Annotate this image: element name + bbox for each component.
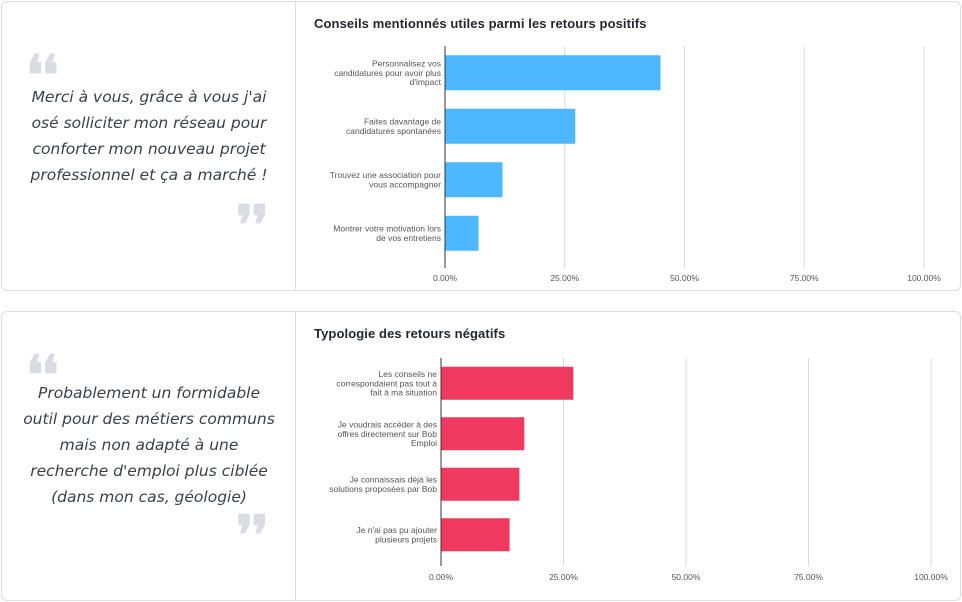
bar <box>445 215 479 251</box>
feedback-card-positive: ❛❛ Merci à vous, grâce à vous j'ai osé s… <box>1 1 961 291</box>
x-tick-label: 75.00% <box>790 273 819 283</box>
chart-panel: Conseils mentionnés utiles parmi les ret… <box>297 2 960 290</box>
category-label: Je n'ai pas pu ajouter plusieurs projets <box>356 525 437 544</box>
bar <box>441 366 574 400</box>
x-tick-label: 100.00% <box>914 572 948 582</box>
x-tick-label: 100.00% <box>907 273 941 283</box>
category-label: Montrer votre motivation lors de vos entr… <box>333 224 441 243</box>
testimonial-text: Merci à vous, grâce à vous j'ai osé soll… <box>30 88 268 184</box>
x-tick-label: 0.00% <box>429 572 454 582</box>
bar <box>441 467 520 501</box>
x-tick-label: 0.00% <box>433 273 458 283</box>
x-tick-label: 25.00% <box>550 273 579 283</box>
close-quote-icon: ❜❜ <box>236 193 269 257</box>
category-label: Faites davantage de candidatures spontané… <box>346 117 441 136</box>
chart-title: Typologie des retours négatifs <box>314 326 506 341</box>
bar <box>445 108 576 144</box>
bar <box>441 518 510 552</box>
feedback-card-negative: ❛❛ Probablement un formidable outil pour… <box>1 311 961 601</box>
x-tick-label: 25.00% <box>549 572 578 582</box>
testimonial-panel: ❛❛ Merci à vous, grâce à vous j'ai osé s… <box>2 2 296 290</box>
category-label: Personnalisez vos candidatures pour avoir… <box>334 59 441 87</box>
chart-title: Conseils mentionnés utiles parmi les ret… <box>314 16 647 31</box>
testimonial-text: Probablement un formidable outil pour de… <box>23 384 275 506</box>
chart-panel: Typologie des retours négatifs 0.00% 25.0… <box>297 312 960 600</box>
category-label: Je voudrais accèder à des offres directem… <box>337 420 437 448</box>
positive-advice-bar-chart: 0.00% 25.00% 50.00% 75.00% 100.00% Personnali… <box>330 46 941 283</box>
open-quote-icon: ❛❛ <box>26 343 59 407</box>
category-label: Les conseils ne correspondaient pas tout … <box>336 369 437 397</box>
category-label: Trouvez une association pour vous accompa… <box>330 170 441 189</box>
close-quote-icon: ❜❜ <box>236 503 269 567</box>
category-label: Je connaissais déjà les solutions proposé… <box>329 475 437 494</box>
open-quote-icon: ❛❛ <box>26 43 59 107</box>
testimonial-panel: ❛❛ Probablement un formidable outil pour… <box>2 312 296 600</box>
bar <box>445 55 661 91</box>
bar <box>441 417 525 451</box>
x-tick-label: 75.00% <box>794 572 823 582</box>
bar <box>445 162 503 198</box>
x-tick-label: 50.00% <box>672 572 701 582</box>
negative-feedback-bar-chart: 0.00% 25.00% 50.00% 75.00% 100.00% Les consei… <box>329 358 948 582</box>
x-tick-label: 50.00% <box>670 273 699 283</box>
